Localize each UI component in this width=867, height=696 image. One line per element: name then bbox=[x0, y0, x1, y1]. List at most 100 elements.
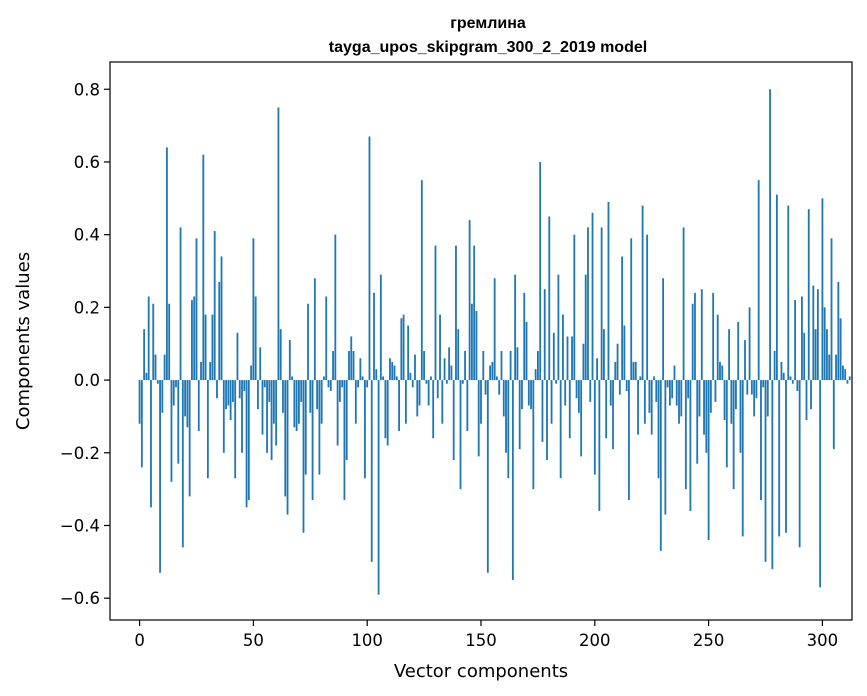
bar bbox=[343, 380, 346, 501]
bar bbox=[791, 380, 794, 384]
bar bbox=[241, 380, 243, 453]
bar bbox=[345, 380, 348, 461]
bar bbox=[780, 361, 783, 381]
bar bbox=[286, 380, 289, 515]
bar bbox=[432, 380, 435, 439]
bar bbox=[298, 380, 300, 424]
bar bbox=[350, 336, 353, 381]
bar bbox=[222, 380, 225, 453]
bar bbox=[534, 369, 537, 381]
x-axis-label: Vector components bbox=[394, 661, 568, 682]
bar bbox=[653, 376, 655, 381]
bar bbox=[543, 289, 546, 381]
bar bbox=[748, 307, 751, 381]
x-tick-label: 200 bbox=[579, 631, 611, 650]
bar bbox=[628, 380, 630, 501]
bar bbox=[181, 380, 184, 548]
bar bbox=[220, 256, 223, 381]
bar bbox=[445, 380, 448, 384]
bar bbox=[798, 380, 801, 548]
bar bbox=[625, 380, 628, 391]
bar bbox=[466, 380, 469, 431]
bar bbox=[664, 380, 667, 515]
bar bbox=[313, 278, 316, 381]
bar bbox=[404, 380, 407, 424]
bar bbox=[511, 380, 514, 581]
bar bbox=[555, 380, 558, 384]
bar bbox=[509, 351, 512, 381]
bar bbox=[848, 376, 851, 381]
bar bbox=[523, 292, 526, 381]
bar bbox=[753, 380, 756, 417]
bar bbox=[439, 314, 441, 381]
bar bbox=[562, 314, 564, 381]
bar bbox=[468, 220, 471, 381]
x-tick-label: 50 bbox=[243, 631, 264, 650]
bar bbox=[550, 380, 553, 424]
bar bbox=[325, 296, 328, 381]
bar bbox=[161, 380, 164, 413]
y-axis-label: Components values bbox=[13, 252, 34, 430]
y-tick-label: −0.6 bbox=[60, 589, 100, 608]
bar bbox=[675, 380, 678, 406]
bar bbox=[741, 380, 744, 537]
x-tick-label: 100 bbox=[351, 631, 383, 650]
bar bbox=[234, 380, 237, 479]
bar bbox=[814, 329, 817, 381]
bar bbox=[730, 380, 733, 424]
bar bbox=[486, 380, 489, 573]
bar bbox=[291, 376, 293, 381]
plot-area bbox=[109, 61, 853, 621]
bar bbox=[191, 300, 193, 381]
bar bbox=[482, 351, 485, 381]
bar bbox=[259, 347, 262, 381]
bar bbox=[225, 380, 227, 410]
bar bbox=[379, 274, 382, 381]
bar bbox=[623, 325, 626, 381]
bar bbox=[621, 256, 624, 381]
bar bbox=[332, 351, 334, 381]
bar bbox=[359, 358, 362, 381]
x-tick-label: 0 bbox=[134, 631, 145, 650]
bar bbox=[443, 358, 446, 381]
bar bbox=[427, 380, 430, 406]
bar bbox=[282, 380, 284, 413]
bar bbox=[316, 380, 319, 410]
bar bbox=[821, 198, 824, 381]
x-tick-label: 250 bbox=[693, 631, 725, 650]
bar bbox=[769, 89, 771, 381]
bar bbox=[559, 380, 562, 479]
bar bbox=[826, 329, 828, 381]
bar bbox=[395, 376, 398, 381]
bar bbox=[409, 372, 412, 381]
bar bbox=[416, 380, 419, 417]
bar bbox=[514, 274, 517, 381]
bar bbox=[398, 380, 400, 431]
bar bbox=[279, 329, 282, 381]
bar bbox=[541, 380, 544, 442]
bar bbox=[480, 380, 482, 424]
bar bbox=[336, 380, 339, 446]
bar bbox=[598, 380, 601, 511]
bar bbox=[382, 376, 385, 381]
bar bbox=[284, 380, 287, 497]
bar bbox=[659, 380, 662, 551]
bar bbox=[434, 245, 437, 381]
bar bbox=[832, 380, 835, 450]
bar bbox=[232, 380, 234, 402]
y-tick-label: 0.2 bbox=[74, 298, 100, 317]
y-tick-label: 0.4 bbox=[74, 226, 100, 245]
bar bbox=[618, 380, 621, 395]
bar bbox=[700, 289, 703, 381]
bar bbox=[152, 303, 155, 381]
bar bbox=[698, 380, 701, 417]
bar bbox=[277, 107, 280, 381]
bar bbox=[539, 161, 542, 381]
bar bbox=[411, 380, 414, 388]
bar bbox=[327, 380, 330, 388]
bar bbox=[338, 380, 341, 402]
bar bbox=[584, 274, 587, 381]
bar bbox=[837, 281, 840, 381]
bar bbox=[582, 343, 585, 381]
bar bbox=[309, 380, 312, 413]
